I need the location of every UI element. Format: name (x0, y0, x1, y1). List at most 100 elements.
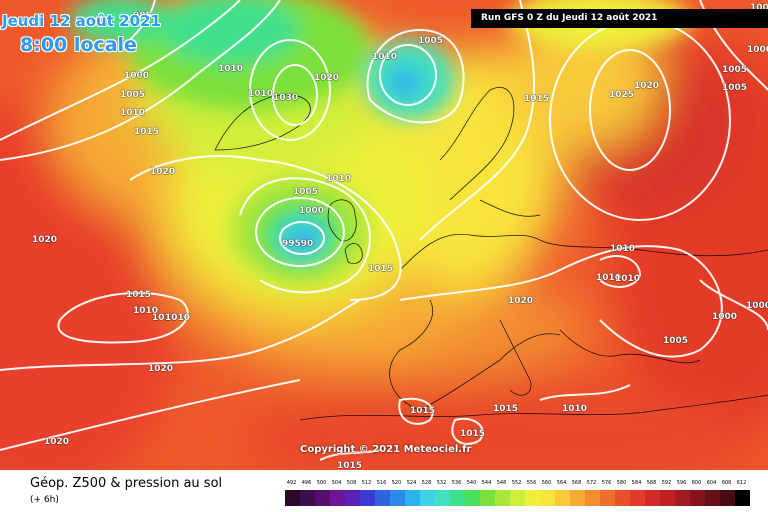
forecast-date: Jeudi 12 août 2021 (2, 12, 161, 30)
scale-swatch (330, 490, 345, 506)
scale-swatch (615, 490, 630, 506)
scale-label: 540 (466, 480, 477, 486)
isobar-label: 1010 (596, 273, 622, 283)
scale-swatch (690, 490, 705, 506)
isobar-label: 1010 (326, 174, 352, 184)
scale-label: 584 (631, 480, 642, 486)
scale-label: 612 (736, 480, 747, 486)
scale-label: 604 (706, 480, 717, 486)
scale-label: 496 (301, 480, 312, 486)
scale-label: 576 (601, 480, 612, 486)
scale-swatch (300, 490, 315, 506)
isobar-label: 1005 (418, 36, 444, 46)
scale-swatch (360, 490, 375, 506)
scale-swatch (390, 490, 405, 506)
scale-label: 516 (376, 480, 387, 486)
scale-swatch (315, 490, 330, 506)
scale-swatch (465, 490, 480, 506)
color-scale-legend: 492 496 500 504 508 512 516 520 524 528 532 536 540 5… (285, 480, 751, 508)
isobar-label: 1005 (722, 83, 748, 93)
isobar-label: 1010 (248, 89, 274, 99)
isobar-label: 1020 (508, 296, 534, 306)
isobar-label: 1010 (152, 313, 178, 323)
isobar-label: 1010 (133, 306, 159, 316)
isobar-label: 1015 (460, 429, 486, 439)
isobar-label: 1000 (747, 45, 768, 55)
scale-swatch (645, 490, 660, 506)
scale-swatch (480, 490, 495, 506)
scale-swatch (435, 490, 450, 506)
isobar-label: 1000 (124, 71, 150, 81)
isobar-label: 1020 (32, 235, 58, 245)
isobar-label: 1015 (410, 406, 436, 416)
scale-label: 532 (436, 480, 447, 486)
isobar-label: 1010 (218, 64, 244, 74)
scale-swatch (495, 490, 510, 506)
scale-swatch (735, 490, 750, 506)
scale-label: 596 (676, 480, 687, 486)
isobar-label: 1010 (610, 244, 636, 254)
scale-swatch (660, 490, 675, 506)
scale-label: 556 (526, 480, 537, 486)
scale-swatch (705, 490, 720, 506)
scale-swatch (585, 490, 600, 506)
scale-label: 580 (616, 480, 627, 486)
isobar-label: 1005 (722, 65, 748, 75)
isobar-label: 1030 (273, 93, 299, 103)
isobar-label: 1010 (372, 52, 398, 62)
scale-swatch (405, 490, 420, 506)
scale-swatch (720, 490, 735, 506)
scale-swatch (510, 490, 525, 506)
isobar-label: 1005 (750, 3, 768, 13)
copyright-notice: Copyright © 2021 Meteociel.fr (300, 444, 472, 455)
scale-swatch (285, 490, 300, 506)
isobars (0, 0, 768, 461)
scale-swatch (450, 490, 465, 506)
map-parameter-title: Géop. Z500 & pression au sol (30, 476, 223, 491)
scale-label: 552 (511, 480, 522, 486)
forecast-step: (+ 6h) (30, 495, 59, 505)
weather-map: 985 1000 1005 1010 1015 1020 1020 1010 1010 1030 1… (0, 0, 768, 470)
scale-label: 492 (286, 480, 297, 486)
isobar-label: 1010 (165, 313, 191, 323)
scale-label: 536 (451, 480, 462, 486)
isobar-label: 1000 (299, 206, 325, 216)
scale-swatch (345, 490, 360, 506)
isobar-label: 1015 (368, 264, 394, 274)
scale-label: 548 (496, 480, 507, 486)
isobar-label: 1015 (126, 290, 152, 300)
scale-label: 528 (421, 480, 432, 486)
scale-label: 600 (691, 480, 702, 486)
isobar-label: 1000 (746, 301, 768, 311)
scale-swatch (570, 490, 585, 506)
isobar-label: 1015 (134, 127, 160, 137)
isobar-label: 1020 (314, 73, 340, 83)
scale-label: 568 (571, 480, 582, 486)
scale-swatch (630, 490, 645, 506)
isobar-label: 1015 (493, 404, 519, 414)
scale-label: 520 (391, 480, 402, 486)
scale-label: 508 (346, 480, 357, 486)
isobar-label: 985 (133, 11, 152, 21)
scale-swatch (675, 490, 690, 506)
isobar-label: 1010 (120, 108, 146, 118)
scale-label: 504 (331, 480, 342, 486)
scale-swatch (600, 490, 615, 506)
scale-label: 524 (406, 480, 417, 486)
isobar-label: 1000 (712, 312, 738, 322)
scale-label: 560 (541, 480, 552, 486)
forecast-time: 8:00 locale (20, 34, 137, 56)
scale-label: 500 (316, 480, 327, 486)
scale-swatch (540, 490, 555, 506)
isobar-label: 1005 (663, 336, 689, 346)
scale-label: 564 (556, 480, 567, 486)
coastlines (214, 87, 768, 421)
scale-swatch (555, 490, 570, 506)
scale-label: 512 (361, 480, 372, 486)
isobar-label: 1020 (634, 81, 660, 91)
isobar-label: 1010 (615, 274, 641, 284)
isobar-label: 1025 (609, 90, 635, 100)
scale-label: 592 (661, 480, 672, 486)
scale-swatch (420, 490, 435, 506)
isobar-label: 1010 (562, 404, 588, 414)
